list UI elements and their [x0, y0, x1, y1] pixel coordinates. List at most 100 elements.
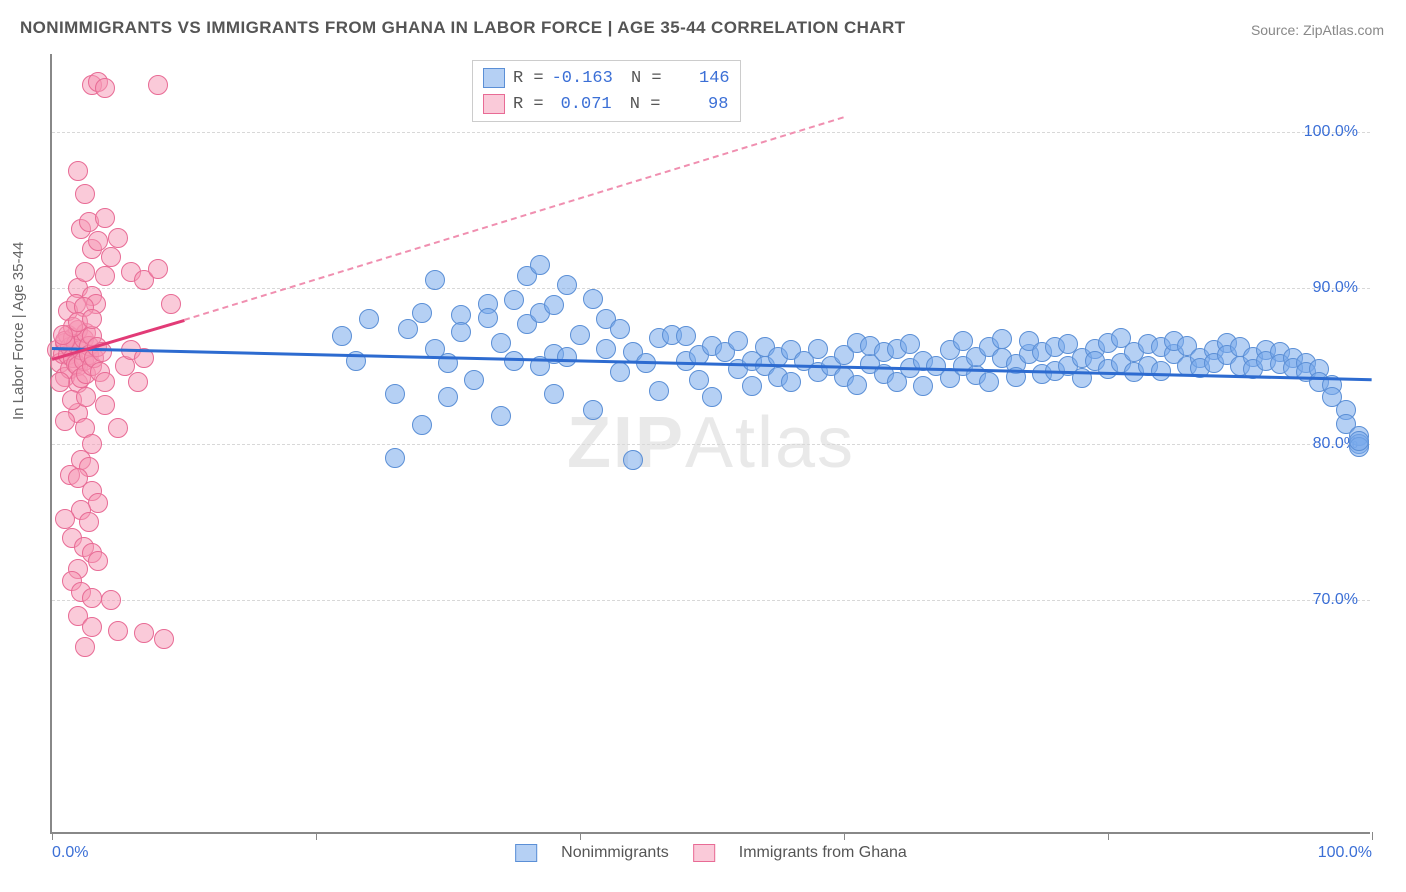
point-blue [464, 370, 484, 390]
legend-label-pink: Immigrants from Ghana [739, 844, 907, 862]
xtick [316, 832, 317, 840]
point-pink [53, 325, 73, 345]
stats-row-pink: R = 0.071 N = 98 [483, 91, 730, 117]
point-blue [1349, 431, 1369, 451]
gridline [52, 444, 1370, 445]
point-blue [702, 387, 722, 407]
xtick [1372, 832, 1373, 840]
point-pink [79, 512, 99, 532]
n-value-pink: 98 [668, 95, 728, 114]
point-blue [557, 347, 577, 367]
r-label: R = [513, 95, 544, 114]
point-blue [689, 370, 709, 390]
y-axis-label: In Labor Force | Age 35-44 [10, 242, 27, 420]
point-pink [82, 434, 102, 454]
point-blue [979, 372, 999, 392]
gridline [52, 288, 1370, 289]
source-label: Source: ZipAtlas.com [1251, 22, 1384, 38]
n-value-blue: 146 [670, 69, 730, 88]
point-pink [134, 623, 154, 643]
point-pink [75, 184, 95, 204]
point-pink [101, 247, 121, 267]
point-blue [913, 376, 933, 396]
r-value-blue: -0.163 [552, 69, 613, 88]
ytick-label: 90.0% [1313, 279, 1358, 297]
point-blue [676, 326, 696, 346]
point-pink [55, 509, 75, 529]
point-blue [491, 333, 511, 353]
ytick-label: 70.0% [1313, 591, 1358, 609]
point-pink [95, 208, 115, 228]
point-blue [583, 400, 603, 420]
chart-title: NONIMMIGRANTS VS IMMIGRANTS FROM GHANA I… [20, 18, 905, 38]
point-pink [128, 372, 148, 392]
legend-swatch-pink-icon [693, 844, 715, 862]
point-blue [781, 372, 801, 392]
point-blue [478, 308, 498, 328]
point-blue [808, 339, 828, 359]
point-blue [332, 326, 352, 346]
point-blue [385, 384, 405, 404]
point-pink [161, 294, 181, 314]
point-pink [95, 395, 115, 415]
point-pink [88, 493, 108, 513]
xtick [52, 832, 53, 840]
point-pink [82, 309, 102, 329]
n-label: N = [620, 95, 661, 114]
correlation-stats-box: R = -0.163 N = 146 R = 0.071 N = 98 [472, 60, 741, 122]
ytick-label: 100.0% [1304, 123, 1358, 141]
point-pink [75, 262, 95, 282]
swatch-pink-icon [483, 94, 505, 114]
point-pink [95, 266, 115, 286]
point-blue [649, 381, 669, 401]
xtick [580, 832, 581, 840]
stats-row-blue: R = -0.163 N = 146 [483, 65, 730, 91]
xtick-label: 0.0% [52, 844, 88, 862]
point-pink [95, 372, 115, 392]
legend-swatch-blue-icon [515, 844, 537, 862]
point-blue [992, 329, 1012, 349]
point-pink [50, 372, 70, 392]
xtick-label: 100.0% [1318, 844, 1372, 862]
point-blue [491, 406, 511, 426]
point-blue [847, 375, 867, 395]
point-pink [101, 590, 121, 610]
point-pink [55, 411, 75, 431]
point-pink [108, 228, 128, 248]
watermark: ZIPAtlas [567, 402, 855, 484]
point-blue [412, 415, 432, 435]
point-blue [742, 376, 762, 396]
point-pink [75, 637, 95, 657]
point-pink [95, 78, 115, 98]
point-pink [108, 621, 128, 641]
point-blue [610, 362, 630, 382]
point-blue [728, 331, 748, 351]
point-pink [68, 161, 88, 181]
point-pink [148, 259, 168, 279]
gridline [52, 132, 1370, 133]
point-pink [108, 418, 128, 438]
point-blue [544, 384, 564, 404]
point-blue [1151, 361, 1171, 381]
gridline [52, 600, 1370, 601]
chart-plot-area: ZIPAtlas R = -0.163 N = 146 R = 0.071 N … [50, 54, 1370, 834]
point-blue [623, 450, 643, 470]
point-blue [412, 303, 432, 323]
point-blue [530, 255, 550, 275]
point-blue [425, 270, 445, 290]
point-blue [583, 289, 603, 309]
point-pink [82, 617, 102, 637]
point-blue [359, 309, 379, 329]
point-blue [504, 351, 524, 371]
point-blue [596, 339, 616, 359]
r-value-pink: 0.071 [552, 95, 612, 114]
legend: Nonimmigrants Immigrants from Ghana [515, 844, 907, 862]
point-blue [438, 387, 458, 407]
point-pink [82, 588, 102, 608]
point-pink [76, 387, 96, 407]
point-blue [504, 290, 524, 310]
point-blue [398, 319, 418, 339]
xtick [1108, 832, 1109, 840]
point-blue [557, 275, 577, 295]
xtick [844, 832, 845, 840]
